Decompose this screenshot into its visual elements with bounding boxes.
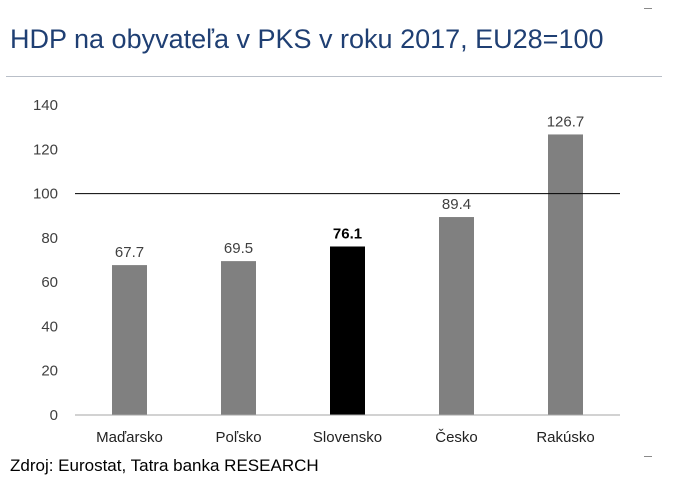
corner-tick-top	[644, 8, 652, 9]
y-tick-label: 40	[41, 318, 58, 335]
x-tick-label: Maďarsko	[96, 429, 163, 446]
x-axis: Maďarsko Poľsko Slovensko Česko Rakúsko	[75, 414, 620, 446]
y-tick-label: 120	[33, 141, 58, 158]
y-tick-label: 20	[41, 363, 58, 380]
y-tick-label: 100	[33, 186, 58, 203]
value-label: 76.1	[333, 225, 362, 242]
chart-title: HDP na obyvateľa v PKS v roku 2017, EU28…	[10, 24, 604, 54]
x-tick-label: Slovensko	[313, 429, 382, 446]
y-tick-label: 80	[41, 230, 58, 247]
bar-2	[330, 246, 365, 415]
bar-1	[221, 261, 256, 415]
y-axis-labels: 0 20 40 60 80 100 120 140	[33, 97, 58, 424]
value-label: 89.4	[442, 196, 471, 213]
bar-chart: 0 20 40 60 80 100 120 140 67.7 69.5 76.1 89.4 126.7…	[33, 97, 620, 446]
y-tick-label: 60	[41, 274, 58, 291]
y-tick-label: 140	[33, 97, 58, 114]
bar-3	[439, 217, 474, 415]
x-tick-label: Rakúsko	[536, 429, 594, 446]
value-label: 69.5	[224, 240, 253, 257]
bar-0	[112, 265, 147, 415]
bar-4	[548, 134, 583, 415]
source-note: Zdroj: Eurostat, Tatra banka RESEARCH	[10, 456, 319, 475]
corner-tick-bottom	[644, 456, 652, 457]
y-tick-label: 0	[50, 407, 58, 424]
x-tick-label: Česko	[435, 429, 478, 446]
x-tick-label: Poľsko	[215, 429, 261, 446]
bars	[112, 134, 583, 415]
value-label: 67.7	[115, 244, 144, 261]
title-divider	[6, 76, 662, 77]
value-labels: 67.7 69.5 76.1 89.4 126.7	[115, 113, 584, 261]
value-label: 126.7	[547, 113, 585, 130]
